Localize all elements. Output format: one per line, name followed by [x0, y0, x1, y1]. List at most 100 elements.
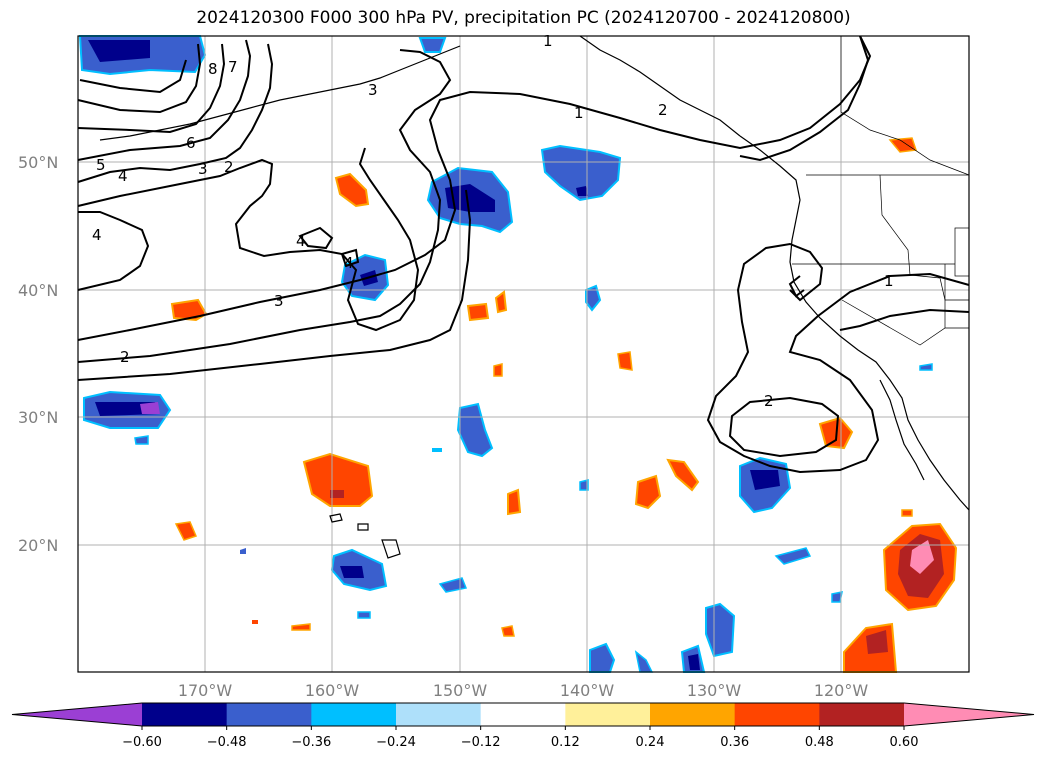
contour-label: 1 — [884, 272, 894, 290]
contour-line — [788, 275, 805, 298]
precip-positive-blob — [174, 521, 198, 541]
precip-negative-core — [445, 184, 495, 212]
colorbar-tick-label: 0.60 — [890, 735, 919, 750]
contour-line — [839, 308, 970, 331]
precip-positive-blob — [302, 452, 374, 507]
pv-contours — [77, 35, 970, 474]
colorbar-tick-label: 0.36 — [720, 735, 749, 750]
precip-positive-blob — [334, 172, 370, 208]
contour-label: 3 — [368, 81, 378, 99]
precip-negative-core — [340, 566, 364, 578]
colorbar-extend-high — [904, 703, 1034, 726]
contour-label: 8 — [208, 60, 218, 78]
lat-label: 50°N — [18, 153, 58, 172]
colorbar-segment — [226, 703, 312, 726]
precip-positive-blob — [170, 298, 208, 322]
colorbar-segment — [396, 703, 482, 726]
colorbar-tick-label: −0.60 — [122, 735, 162, 750]
precip-negative-blob — [357, 611, 371, 619]
precip-negative-blob — [831, 591, 843, 603]
contour-line — [77, 189, 472, 381]
contour-label: 4 — [92, 226, 102, 244]
contour-label: 4 — [296, 232, 306, 250]
lon-label: 170°W — [178, 681, 233, 700]
precip-positive-blob — [291, 623, 311, 631]
contour-line — [77, 49, 452, 363]
colorbar-tick-label: 0.12 — [551, 735, 580, 750]
precip-positive-core — [866, 630, 888, 654]
contour-line — [79, 59, 187, 94]
contour-label: 3 — [198, 160, 208, 178]
contour-line — [77, 211, 150, 291]
contour-line — [77, 43, 274, 183]
contour-line — [77, 43, 202, 114]
contour-label: 1 — [574, 104, 584, 122]
political-borders — [792, 36, 970, 346]
colorbar-segment — [142, 703, 228, 726]
lon-label: 150°W — [433, 681, 488, 700]
colorbar-extend-low — [12, 703, 142, 726]
precip-negative-blob — [418, 37, 447, 53]
precip-positive-core — [330, 490, 344, 498]
colorbar-segment — [311, 703, 397, 726]
contour-label: 2 — [658, 101, 668, 119]
precip-negative-blob — [240, 548, 246, 554]
contour-label: 5 — [96, 156, 106, 174]
colorbar-segment — [480, 703, 566, 726]
precip-positive-extreme — [910, 540, 934, 574]
precip-positive-blob — [507, 488, 522, 516]
contour-label: 1 — [543, 32, 553, 50]
precip-negative-extreme — [140, 402, 160, 414]
precip-negative-blob — [585, 284, 602, 312]
precip-positive-blob — [901, 509, 913, 517]
lat-label: 30°N — [18, 408, 58, 427]
precip-positive-blob — [466, 302, 490, 322]
colorbar-tick-label: 0.24 — [636, 735, 665, 750]
hawaii-island — [381, 539, 401, 559]
map-area — [78, 36, 969, 672]
precip-positive-blob — [634, 474, 662, 510]
precip-negative-blob — [774, 547, 812, 565]
precip-negative-core — [688, 654, 700, 670]
contour-labels: 1 1 2 2 3 4 5 6 7 8 3 2 4 4 3 4 1 2 — [92, 32, 894, 410]
precip-negative-blob — [919, 363, 933, 371]
longitude-labels: 170°W 160°W 150°W 140°W 130°W 120°W — [178, 681, 869, 700]
contour-line — [77, 35, 872, 341]
contour-line — [77, 39, 252, 161]
colorbar-segment — [565, 703, 651, 726]
precip-positive-blob — [252, 620, 258, 624]
colorbar-tick-label: −0.36 — [291, 735, 331, 750]
aleutian-coast — [99, 45, 461, 141]
lon-label: 120°W — [814, 681, 869, 700]
colorbar-segment — [650, 703, 736, 726]
precipitation-anomaly-shading — [78, 35, 958, 673]
west-coast — [739, 135, 970, 511]
contour-line — [298, 226, 334, 250]
colorbar-tick-label: 0.48 — [805, 735, 834, 750]
precip-negative-blob — [134, 435, 149, 445]
precip-positive-blob — [501, 625, 515, 637]
precip-positive-blob — [494, 290, 508, 314]
colorbar: −0.60 −0.48 −0.36 −0.24 −0.12 0.12 0.24 0.36 0.4… — [11, 702, 1035, 750]
state-border — [841, 299, 969, 346]
precip-positive-blob — [493, 363, 503, 377]
figure-title: 2024120300 F000 300 hPa PV, precipitatio… — [196, 8, 851, 28]
colorbar-segment — [819, 703, 905, 726]
precip-negative-core — [750, 470, 780, 490]
graticule — [78, 36, 969, 672]
colorbar-tick-label: −0.48 — [207, 735, 247, 750]
lat-label: 40°N — [18, 281, 58, 300]
precip-positive-blob — [617, 351, 633, 371]
lat-label: 20°N — [18, 536, 58, 555]
precip-positive-blob — [888, 137, 918, 153]
precip-negative-blob — [589, 642, 616, 673]
precip-negative-blob — [432, 448, 442, 452]
contour-line — [728, 396, 840, 458]
map-frame — [77, 35, 970, 673]
lon-label: 140°W — [560, 681, 615, 700]
contour-label: 7 — [228, 58, 238, 76]
latitude-labels: 50°N 40°N 30°N 20°N — [18, 153, 58, 555]
contour-label: 2 — [764, 392, 774, 410]
precip-negative-blob — [540, 144, 622, 202]
